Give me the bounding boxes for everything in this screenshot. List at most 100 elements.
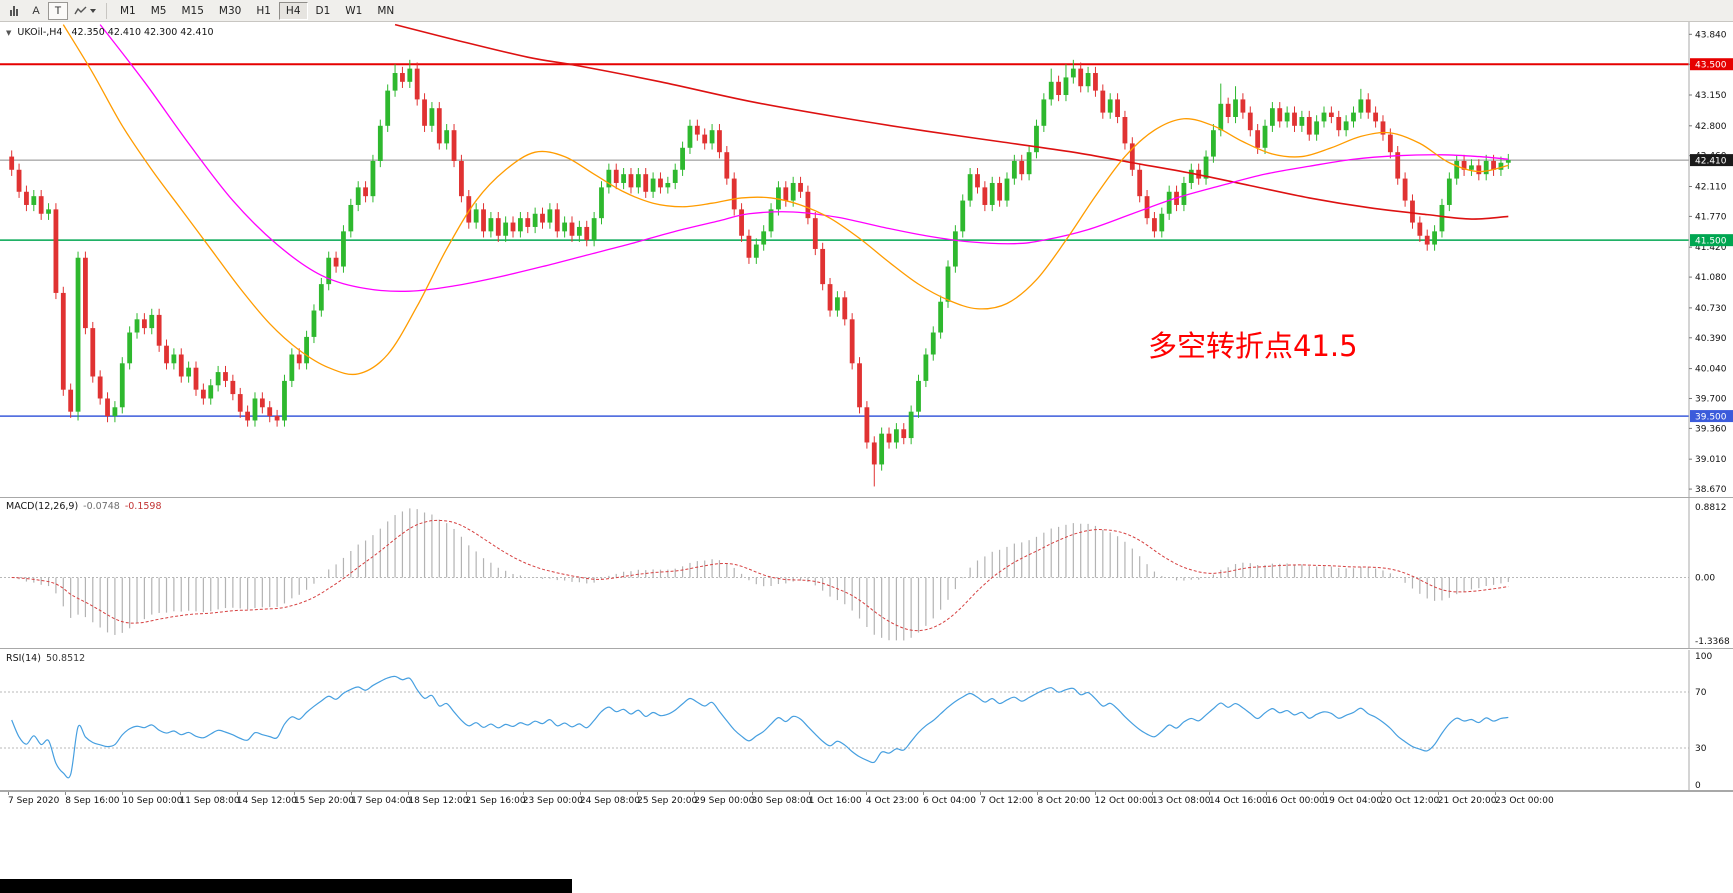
time-label: 10 Sep 00:00 [122,796,183,806]
taskbar-fragment [0,879,572,893]
time-tick [1323,792,1325,795]
price-tick-label: 42.110 [1695,182,1727,192]
price-badge-label: 41.500 [1695,237,1727,247]
timeframe-mn-button[interactable]: MN [370,2,401,20]
time-label: 16 Oct 00:00 [1266,796,1325,806]
price-tick-label: 43.840 [1695,30,1727,40]
timeframe-d1-button[interactable]: D1 [309,2,338,20]
price-tick-label: 40.730 [1695,304,1727,314]
time-tick [522,792,524,795]
time-tick [865,792,867,795]
time-label: 30 Sep 08:00 [751,796,812,806]
toolbar-separator [106,2,107,19]
timeframe-buttons: M1 M5 M15 M30 H1 H4 D1 W1 MN [113,1,401,20]
macd-histogram [18,508,1509,641]
time-tick [122,792,124,795]
ohlc-values: 42.350 42.410 42.300 42.410 [71,27,214,38]
timeframe-h1-button[interactable]: H1 [249,2,278,20]
timeframe-m1-button[interactable]: M1 [113,2,143,20]
time-tick [694,792,696,795]
time-label: 21 Oct 20:00 [1437,796,1497,806]
macd-name: MACD(12,26,9) [6,501,79,512]
price-tick-label: 42.800 [1695,122,1727,132]
rsi-value: 50.8512 [45,653,86,664]
price-tick-label: 39.010 [1695,455,1727,465]
time-label: 20 Oct 12:00 [1380,796,1440,806]
shapes-tool-button[interactable] [70,2,100,20]
time-tick [8,792,9,795]
time-label: 14 Oct 16:00 [1209,796,1268,806]
time-tick [1151,792,1153,795]
text-tool-button[interactable]: T [48,1,68,20]
rsi-line [11,675,1509,779]
toolbar: A T M1 M5 M15 M30 H1 H4 D1 W1 MN [0,0,1733,22]
rsi-indicator-label: RSI(14) 50.8512 [6,653,85,664]
time-tick [65,792,67,795]
price-tick-label: 41.420 [1695,243,1727,253]
macd-signal-line [11,519,1509,632]
time-label: 21 Sep 16:00 [465,796,526,806]
chart-annotation-text[interactable]: 多空转折点41.5 [1148,329,1358,363]
bar-chart-icon [9,5,19,16]
price-badge [1690,154,1733,167]
ma-fast-orange [62,24,1509,376]
time-tick [465,792,467,795]
price-tick-label: 40.040 [1695,365,1727,375]
timeframe-w1-button[interactable]: W1 [338,2,369,20]
time-tick [1037,792,1039,795]
price-tick-label: 41.770 [1695,212,1727,222]
timeframe-m15-button[interactable]: M15 [175,2,211,20]
time-label: 8 Sep 16:00 [65,796,120,806]
ma-mid-magenta [99,24,1509,292]
time-label: 25 Sep 20:00 [637,796,698,806]
time-tick [1266,792,1268,795]
time-label: 19 Oct 04:00 [1323,796,1383,806]
time-label: 12 Oct 00:00 [1094,796,1154,806]
rsi-panel-canvas[interactable]: 100 70 30 0 [0,650,1733,790]
time-tick [751,792,753,795]
symbol-period-label: UKOil-,H4 [17,27,63,38]
time-label: 8 Oct 20:00 [1037,796,1091,806]
time-label: 1 Oct 16:00 [808,796,862,806]
macd-axis-label: -1.3368 [1695,637,1730,647]
time-label: 24 Sep 08:00 [579,796,640,806]
price-badge-label: 39.500 [1695,413,1727,423]
macd-signal-value: -0.1598 [124,501,162,512]
timeframe-m30-button[interactable]: M30 [212,2,248,20]
time-tick [179,792,181,795]
zigzag-icon [74,6,87,14]
price-tick-label: 39.360 [1695,424,1727,434]
time-tick [808,792,810,795]
panel-divider[interactable] [0,790,1733,791]
time-label: 23 Sep 00:00 [522,796,583,806]
time-label: 11 Sep 08:00 [179,796,240,806]
time-tick [980,792,982,795]
time-tick [923,792,925,795]
time-label: 17 Sep 04:00 [351,796,412,806]
caret-down-icon [90,8,96,13]
time-tick [236,792,238,795]
panel-divider[interactable] [0,497,1733,498]
macd-panel-canvas[interactable]: 0.8812 0.00 -1.3368 [0,498,1733,648]
timeframe-m5-button[interactable]: M5 [144,2,174,20]
price-badge-label: 42.410 [1695,157,1727,167]
price-tick-label: 38.670 [1695,485,1727,495]
time-label: 4 Oct 23:00 [865,796,919,806]
time-tick [1209,792,1211,795]
rsi-axis-label: 100 [1695,652,1712,662]
time-label: 29 Sep 00:00 [694,796,755,806]
rsi-axis-label: 70 [1695,688,1707,698]
chart-type-button[interactable] [4,2,24,20]
time-tick [579,792,581,795]
text-tool-label: T [54,4,62,17]
time-tick [351,792,353,795]
collapse-arrow-icon[interactable]: ▼ [6,29,12,37]
price-chart-canvas[interactable]: 43.84043.50043.15042.80042.46042.11041.7… [0,22,1733,497]
macd-axis-label: 0.00 [1695,574,1715,584]
macd-main-value: -0.0748 [83,501,120,512]
panel-divider[interactable] [0,648,1733,649]
timeframe-h4-button[interactable]: H4 [278,1,308,20]
time-axis[interactable]: 7 Sep 2020 8 Sep 16:00 10 Sep 00:00 11 Sep … [0,791,1733,809]
cursor-tool-button[interactable]: A [26,2,46,20]
